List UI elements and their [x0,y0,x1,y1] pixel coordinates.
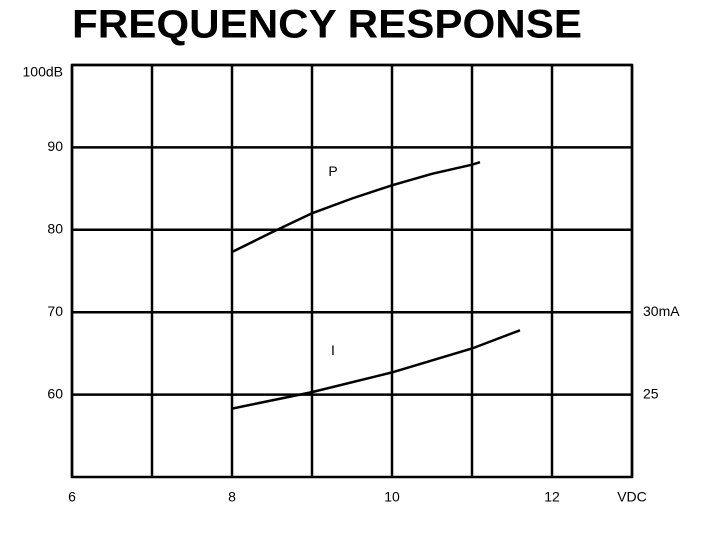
series-line [231,329,521,410]
y-tick-label: 100dB [23,64,63,80]
y-tick-label: 70 [47,303,63,319]
series-label: P [328,163,337,179]
y-tick-label: 60 [47,385,63,401]
x-tick-label: VDC [617,489,647,505]
y2-tick-label: 25 [643,385,659,401]
x-tick-label: 8 [228,489,236,505]
x-tick-label: 6 [68,489,76,505]
series-label: I [331,342,335,358]
y-tick-label: 90 [47,138,63,154]
y-tick-label: 80 [47,221,63,237]
x-tick-label: 12 [544,489,560,505]
x-tick-label: 10 [384,489,400,505]
chart-title: FREQUENCY RESPONSE [72,3,582,47]
series-line [231,161,481,254]
y2-tick-label: 30mA [643,303,680,319]
plot-frame [70,63,634,479]
